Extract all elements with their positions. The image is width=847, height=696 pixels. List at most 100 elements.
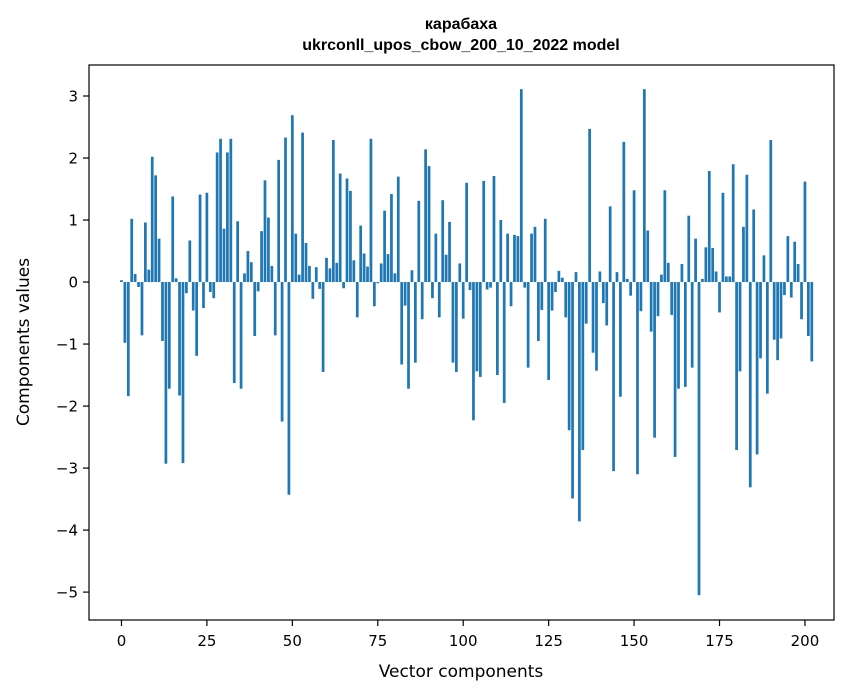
bar [793, 241, 797, 283]
bar [735, 282, 738, 451]
bar [690, 282, 694, 368]
bar [588, 128, 592, 283]
bar [721, 192, 725, 283]
bar [318, 282, 322, 289]
bar [745, 174, 749, 283]
bar [215, 152, 219, 283]
bar [140, 282, 144, 336]
bar [448, 221, 451, 283]
y-axis-label: Components values [14, 258, 34, 426]
chart-title: карабаха [425, 16, 497, 33]
bar [256, 282, 260, 292]
bar [619, 282, 622, 397]
bar [331, 140, 335, 283]
x-tick-label: 200 [791, 632, 820, 650]
bar [236, 221, 240, 283]
bar [707, 171, 711, 283]
bar [232, 282, 236, 384]
bar [222, 228, 226, 283]
bar [444, 254, 448, 283]
bar [273, 282, 277, 336]
bar [120, 280, 123, 283]
bar [157, 238, 161, 283]
bar [762, 255, 766, 283]
bar [455, 282, 458, 372]
bar [810, 282, 814, 362]
bar [229, 138, 233, 283]
bar [308, 265, 311, 283]
chart-subtitle: ukrconll_upos_cbow_200_10_2022 model [302, 37, 619, 54]
bar [260, 231, 263, 283]
bar [133, 273, 137, 283]
bar [519, 89, 523, 283]
bar [506, 233, 509, 283]
bar [738, 282, 742, 372]
bar [800, 282, 803, 320]
bar [335, 262, 339, 283]
bar [523, 282, 527, 288]
bar [267, 217, 270, 283]
bar [547, 282, 551, 381]
y-tick-label: 1 [68, 212, 78, 230]
bar [724, 276, 728, 283]
bar [499, 220, 503, 283]
bar [161, 282, 164, 341]
bar [807, 282, 810, 336]
bar [304, 242, 308, 283]
bar [530, 233, 533, 283]
y-tick-label: 2 [68, 150, 78, 168]
bar [150, 156, 154, 283]
bar [253, 282, 257, 336]
x-tick-label: 100 [449, 632, 478, 650]
bar [441, 200, 445, 283]
bar [137, 282, 140, 287]
x-tick-label: 125 [534, 632, 563, 650]
bar [468, 282, 472, 291]
bar [666, 262, 670, 283]
bar [543, 218, 547, 283]
bar [581, 282, 585, 451]
bar [748, 282, 752, 488]
bar [567, 282, 571, 431]
bar [362, 253, 366, 283]
bar [376, 282, 380, 284]
bar [311, 282, 315, 299]
bar [731, 164, 735, 283]
bar [396, 176, 400, 283]
y-tick-label: −4 [56, 522, 78, 540]
bar [472, 282, 475, 421]
bar [608, 206, 612, 283]
bar [417, 200, 421, 283]
bar [154, 175, 157, 283]
bar [379, 263, 383, 283]
bar [301, 132, 304, 283]
bar [410, 270, 414, 283]
bar [239, 282, 243, 389]
bar [485, 282, 489, 290]
bar [424, 149, 427, 283]
bar [571, 282, 574, 499]
bar [366, 266, 369, 283]
bar [772, 282, 776, 340]
bar [496, 282, 499, 376]
bar [263, 180, 267, 283]
bar [420, 282, 424, 320]
bar [328, 268, 332, 283]
bar [297, 274, 301, 283]
bar [482, 180, 486, 283]
x-tick-label: 75 [368, 632, 387, 650]
bar [677, 282, 680, 389]
bar [205, 192, 209, 283]
bar [342, 282, 345, 289]
bar [403, 282, 407, 306]
bar [697, 282, 701, 596]
bar [502, 282, 506, 403]
bar [188, 240, 192, 283]
bar [636, 282, 639, 475]
bar [434, 233, 438, 283]
bar [574, 272, 578, 283]
x-tick-label: 50 [283, 632, 302, 650]
bar [287, 282, 291, 495]
y-tick-label: −3 [56, 460, 78, 478]
